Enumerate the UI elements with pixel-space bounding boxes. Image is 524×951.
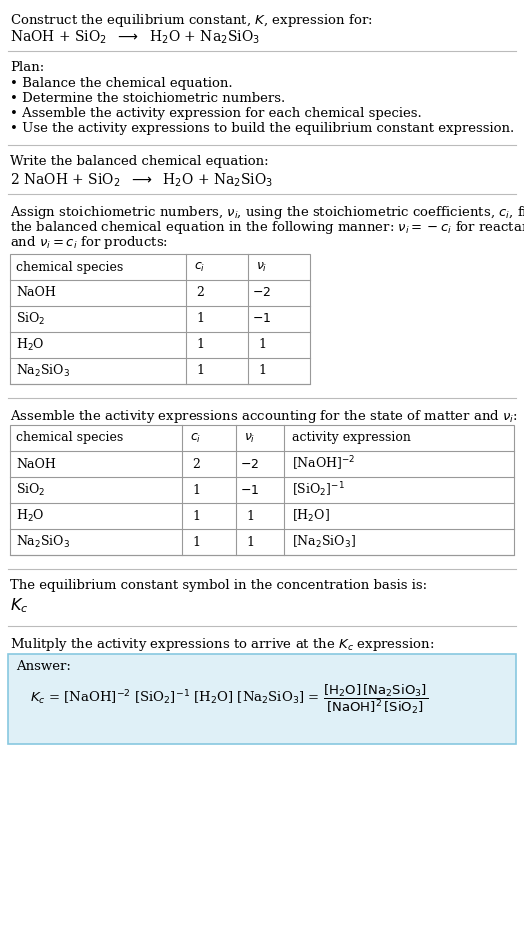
Text: Write the balanced chemical equation:: Write the balanced chemical equation: — [10, 155, 269, 168]
Text: 1: 1 — [258, 339, 266, 352]
Text: NaOH: NaOH — [16, 286, 56, 300]
Text: Assign stoichiometric numbers, $\nu_i$, using the stoichiometric coefficients, $: Assign stoichiometric numbers, $\nu_i$, … — [10, 204, 524, 221]
Text: [SiO$_2$]$^{-1}$: [SiO$_2$]$^{-1}$ — [292, 480, 345, 499]
Text: 1: 1 — [192, 483, 200, 496]
Text: SiO$_2$: SiO$_2$ — [16, 311, 46, 327]
Text: $c_i$: $c_i$ — [190, 432, 202, 444]
Text: 2: 2 — [192, 457, 200, 471]
Text: 2 NaOH + SiO$_2$  $\longrightarrow$  H$_2$O + Na$_2$SiO$_3$: 2 NaOH + SiO$_2$ $\longrightarrow$ H$_2$… — [10, 172, 273, 189]
Text: The equilibrium constant symbol in the concentration basis is:: The equilibrium constant symbol in the c… — [10, 579, 427, 592]
Text: $\nu_i$: $\nu_i$ — [244, 432, 256, 444]
Text: 1: 1 — [258, 364, 266, 378]
Text: $-2$: $-2$ — [241, 457, 259, 471]
Text: [H$_2$O]: [H$_2$O] — [292, 508, 330, 524]
Text: Na$_2$SiO$_3$: Na$_2$SiO$_3$ — [16, 363, 70, 379]
Text: • Balance the chemical equation.: • Balance the chemical equation. — [10, 77, 233, 90]
FancyBboxPatch shape — [8, 654, 516, 744]
Text: • Assemble the activity expression for each chemical species.: • Assemble the activity expression for e… — [10, 107, 422, 120]
Text: [NaOH]$^{-2}$: [NaOH]$^{-2}$ — [292, 455, 355, 474]
Text: chemical species: chemical species — [16, 432, 123, 444]
Text: $c_i$: $c_i$ — [194, 261, 205, 274]
Text: Plan:: Plan: — [10, 61, 44, 74]
Text: the balanced chemical equation in the following manner: $\nu_i = -c_i$ for react: the balanced chemical equation in the fo… — [10, 219, 524, 236]
Bar — [10, 425, 514, 555]
Text: $-2$: $-2$ — [253, 286, 271, 300]
Text: 1: 1 — [196, 313, 204, 325]
Text: • Use the activity expressions to build the equilibrium constant expression.: • Use the activity expressions to build … — [10, 122, 514, 135]
Text: Mulitply the activity expressions to arrive at the $K_c$ expression:: Mulitply the activity expressions to arr… — [10, 636, 434, 653]
Text: 1: 1 — [192, 535, 200, 549]
Text: Assemble the activity expressions accounting for the state of matter and $\nu_i$: Assemble the activity expressions accoun… — [10, 408, 518, 425]
Text: activity expression: activity expression — [292, 432, 411, 444]
Text: and $\nu_i = c_i$ for products:: and $\nu_i = c_i$ for products: — [10, 234, 168, 251]
Text: [Na$_2$SiO$_3$]: [Na$_2$SiO$_3$] — [292, 534, 356, 550]
Text: Construct the equilibrium constant, $K$, expression for:: Construct the equilibrium constant, $K$,… — [10, 12, 373, 29]
Text: chemical species: chemical species — [16, 261, 123, 274]
Text: NaOH + SiO$_2$  $\longrightarrow$  H$_2$O + Na$_2$SiO$_3$: NaOH + SiO$_2$ $\longrightarrow$ H$_2$O … — [10, 29, 260, 47]
Text: Answer:: Answer: — [16, 660, 71, 673]
Text: $\nu_i$: $\nu_i$ — [256, 261, 268, 274]
Text: $-1$: $-1$ — [253, 313, 271, 325]
Text: 1: 1 — [196, 339, 204, 352]
Text: $-1$: $-1$ — [241, 483, 259, 496]
Text: 1: 1 — [192, 510, 200, 522]
Text: H$_2$O: H$_2$O — [16, 337, 45, 353]
Text: NaOH: NaOH — [16, 457, 56, 471]
Text: Na$_2$SiO$_3$: Na$_2$SiO$_3$ — [16, 534, 70, 550]
Text: 1: 1 — [196, 364, 204, 378]
Text: $K_c$: $K_c$ — [10, 596, 28, 614]
Bar — [10, 254, 310, 384]
Text: 1: 1 — [246, 510, 254, 522]
Text: SiO$_2$: SiO$_2$ — [16, 482, 46, 498]
Text: H$_2$O: H$_2$O — [16, 508, 45, 524]
Text: $K_c$ = [NaOH]$^{-2}$ [SiO$_2$]$^{-1}$ [H$_2$O] [Na$_2$SiO$_3$] = $\dfrac{\mathr: $K_c$ = [NaOH]$^{-2}$ [SiO$_2$]$^{-1}$ [… — [30, 682, 428, 715]
Text: 1: 1 — [246, 535, 254, 549]
Text: • Determine the stoichiometric numbers.: • Determine the stoichiometric numbers. — [10, 92, 285, 105]
Text: 2: 2 — [196, 286, 204, 300]
